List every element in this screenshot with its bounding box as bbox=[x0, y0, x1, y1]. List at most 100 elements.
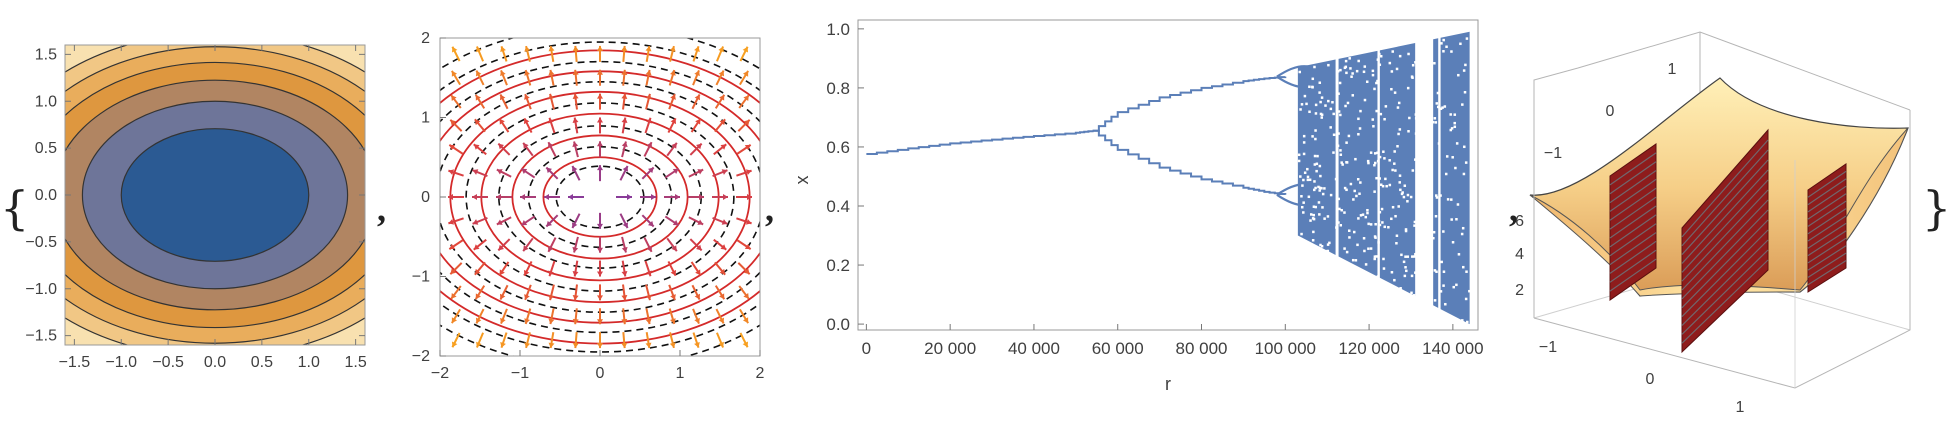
contour-x-tick-label: 0.5 bbox=[251, 354, 273, 371]
chaos-gap-point bbox=[1363, 98, 1367, 102]
chaos-gap-point bbox=[1312, 213, 1315, 217]
field-arrow bbox=[645, 284, 652, 301]
chaos-gap-point bbox=[1372, 125, 1375, 128]
chaos-gap-point bbox=[1442, 284, 1445, 287]
field-arrow bbox=[496, 194, 512, 200]
field-arrow bbox=[597, 332, 603, 349]
field-arrow bbox=[619, 165, 629, 181]
chaos-gap-point bbox=[1364, 263, 1368, 266]
periodic-window bbox=[1377, 24, 1380, 326]
chaos-gap-point bbox=[1398, 174, 1402, 177]
chaos-gap-point bbox=[1397, 101, 1401, 105]
chaos-gap-point bbox=[1416, 262, 1420, 266]
field-arrow bbox=[640, 194, 656, 200]
chaos-gap-point bbox=[1377, 241, 1380, 244]
chaos-gap-point bbox=[1378, 155, 1382, 159]
field-arrow bbox=[668, 69, 676, 86]
chaos-gap-point bbox=[1385, 184, 1388, 188]
chaos-gap-point bbox=[1414, 158, 1417, 161]
chaos-gap-point bbox=[1450, 127, 1454, 130]
field-arrow bbox=[644, 117, 652, 134]
contour-y-tick-label: 1.0 bbox=[35, 93, 57, 110]
contour-line bbox=[65, 79, 365, 311]
field-arrow bbox=[524, 93, 532, 110]
chaos-gap-point bbox=[1345, 250, 1349, 254]
chaos-gap-point bbox=[1357, 217, 1360, 220]
chaos-gap-point bbox=[1339, 224, 1343, 227]
chaos-gap-point bbox=[1359, 181, 1362, 184]
field-arrow bbox=[475, 332, 485, 348]
field-arrow bbox=[500, 45, 508, 62]
field-arrow bbox=[451, 332, 461, 348]
chaos-gap-point bbox=[1363, 65, 1367, 68]
chaos-gap-point bbox=[1383, 157, 1386, 160]
chaos-gap-point bbox=[1324, 104, 1327, 107]
chaos-gap-point bbox=[1359, 214, 1363, 217]
field-arrow bbox=[472, 194, 488, 200]
bifurcation-y-tick-label: 0.4 bbox=[826, 197, 850, 216]
chaos-gap-point bbox=[1313, 163, 1317, 166]
bifurcation-x-tick-label: 60 000 bbox=[1092, 339, 1144, 358]
chaos-gap-point bbox=[1439, 194, 1442, 197]
chaos-gap-point bbox=[1375, 81, 1378, 85]
chaos-gap-point bbox=[1308, 85, 1311, 89]
chaos-gap-point bbox=[1332, 133, 1336, 137]
chaos-gap-point bbox=[1299, 108, 1302, 111]
chaos-gap-point bbox=[1378, 223, 1382, 227]
chaos-gap-point bbox=[1339, 149, 1342, 152]
chaos-gap-point bbox=[1303, 94, 1307, 98]
chaos-gap-point bbox=[1366, 159, 1370, 163]
chaos-gap-point bbox=[1318, 189, 1321, 192]
chaos-gap-point bbox=[1464, 161, 1468, 164]
chaos-gap-point bbox=[1318, 81, 1322, 84]
chaos-gap-point bbox=[1373, 235, 1377, 238]
chaos-gap-point bbox=[1339, 113, 1342, 117]
chaos-gap-point bbox=[1404, 229, 1408, 233]
chaos-gap-point bbox=[1435, 270, 1438, 273]
bifurcation-plot: 0 20 000 40 000 60 000 80 000 100 000 120 000 1… bbox=[792, 19, 1484, 394]
field-arrow bbox=[548, 93, 555, 110]
contour-line bbox=[81, 100, 349, 290]
field-arrow bbox=[739, 70, 749, 86]
chaos-gap-point bbox=[1423, 58, 1427, 62]
bifurcation-branch bbox=[866, 130, 1094, 156]
chaos-gap-point bbox=[1420, 74, 1423, 78]
dashed-contour bbox=[440, 41, 760, 353]
field-arrow bbox=[448, 194, 464, 200]
field-arrow bbox=[450, 285, 462, 300]
field-arrow bbox=[666, 237, 678, 252]
chaos-gap-point bbox=[1429, 173, 1433, 177]
chaos-gap-point bbox=[1434, 121, 1438, 124]
chaos-gap-point bbox=[1311, 135, 1314, 138]
chaos-gap-point bbox=[1348, 57, 1351, 60]
field-arrow bbox=[664, 215, 680, 227]
field-arrow bbox=[548, 117, 556, 134]
chaos-gap-point bbox=[1376, 275, 1380, 278]
periodic-window bbox=[1438, 24, 1441, 326]
chaos-gap-point bbox=[1376, 159, 1380, 163]
field-y-tick-label: 2 bbox=[421, 30, 430, 47]
field-arrow bbox=[520, 167, 536, 179]
bifurcation-x-tick-label: 0 bbox=[862, 339, 871, 358]
chaos-gap-point bbox=[1308, 178, 1312, 182]
contour-y-tick-label: −0.5 bbox=[25, 234, 57, 251]
chaos-gap-point bbox=[1404, 255, 1407, 258]
chaos-gap-point bbox=[1376, 151, 1379, 155]
field-arrow bbox=[571, 165, 581, 181]
field-arrow bbox=[669, 45, 676, 62]
surface-y-tick-label: 1 bbox=[1668, 61, 1677, 78]
chaos-gap-point bbox=[1311, 239, 1315, 242]
chaos-gap-point bbox=[1320, 245, 1324, 248]
chaos-gap-point bbox=[1309, 213, 1313, 216]
chaos-gap-point bbox=[1369, 223, 1373, 226]
chaos-gap-point bbox=[1398, 128, 1402, 131]
chaos-gap-point bbox=[1418, 294, 1422, 297]
field-arrow bbox=[597, 308, 603, 325]
chaos-gap-point bbox=[1297, 153, 1301, 157]
chaos-gap-point bbox=[1317, 201, 1321, 204]
chaos-gap-point bbox=[1338, 207, 1341, 211]
chaos-gap-point bbox=[1362, 70, 1366, 74]
field-arrow bbox=[688, 194, 704, 200]
field-arrow bbox=[738, 285, 750, 300]
chaos-gap-point bbox=[1393, 278, 1396, 282]
